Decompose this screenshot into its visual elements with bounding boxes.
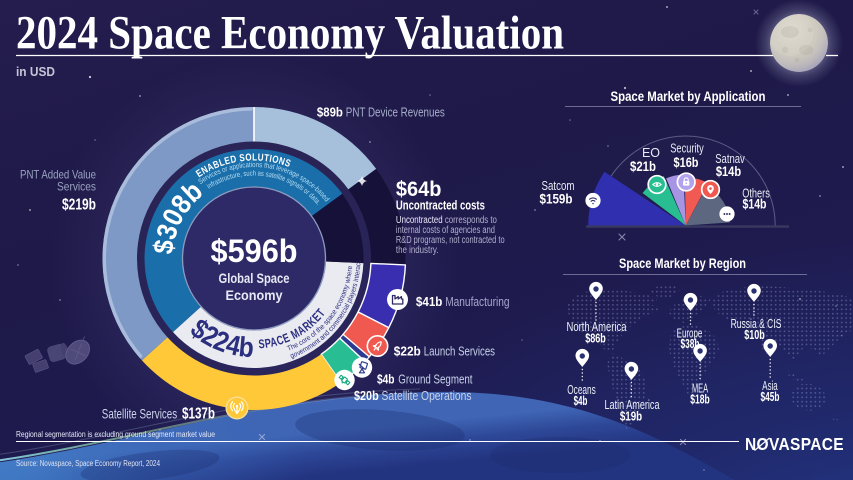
svg-text:Russia & CIS: Russia & CIS	[731, 317, 782, 331]
svg-text:Global Space: Global Space	[219, 270, 290, 286]
svg-text:Manufacturing: Manufacturing	[445, 295, 509, 309]
svg-text:$19b: $19b	[620, 409, 642, 424]
svg-text:$18b: $18b	[690, 392, 710, 407]
svg-text:Space Market by Region: Space Market by Region	[619, 255, 746, 271]
svg-text:Satnav: Satnav	[715, 152, 745, 166]
svg-text:Oceans: Oceans	[567, 383, 596, 397]
svg-text:Space Market by Application: Space Market by Application	[611, 88, 766, 104]
svg-text:$596b: $596b	[211, 233, 298, 269]
svg-text:$41b: $41b	[416, 294, 443, 309]
svg-text:Satellite Operations: Satellite Operations	[382, 389, 472, 403]
svg-text:Uncontracted corresponds to: Uncontracted corresponds to	[396, 215, 497, 226]
svg-text:$219b: $219b	[62, 197, 96, 214]
svg-text:Latin America: Latin America	[605, 398, 660, 412]
svg-text:the industry.: the industry.	[396, 245, 439, 256]
svg-text:Satcom: Satcom	[542, 179, 575, 193]
svg-text:Satellite Services: Satellite Services	[102, 406, 177, 422]
svg-text:internal costs of agencies and: internal costs of agencies and	[396, 225, 495, 236]
svg-text:in USD: in USD	[16, 65, 55, 79]
svg-text:MEA: MEA	[692, 382, 708, 396]
svg-text:$159b: $159b	[540, 191, 573, 207]
svg-text:Uncontracted costs: Uncontracted costs	[396, 198, 485, 213]
svg-text:$45b: $45b	[761, 389, 780, 404]
svg-text:$14b: $14b	[716, 163, 741, 179]
svg-text:Asia: Asia	[762, 379, 777, 393]
svg-text:North America: North America	[567, 320, 627, 334]
svg-text:Services: Services	[57, 180, 96, 194]
svg-text:Economy: Economy	[226, 287, 283, 303]
svg-text:Regional segmentation is exclu: Regional segmentation is excluding groun…	[16, 429, 215, 439]
svg-text:$89b: $89b	[317, 105, 343, 120]
svg-text:Security: Security	[670, 142, 704, 156]
svg-text:2024 Space Economy Valuation: 2024 Space Economy Valuation	[16, 7, 564, 60]
svg-text:Europe: Europe	[677, 327, 703, 341]
svg-text:Others: Others	[742, 186, 770, 200]
svg-text:Source: Novaspace, Space Econo: Source: Novaspace, Space Economy Report,…	[16, 458, 160, 468]
svg-text:$64b: $64b	[396, 177, 442, 201]
svg-text:NOVASPACE: NOVASPACE	[745, 434, 844, 454]
svg-text:R&D programs, not contracted t: R&D programs, not contracted to	[396, 235, 505, 246]
svg-text:EO: EO	[642, 146, 660, 160]
svg-text:$22b: $22b	[394, 344, 421, 359]
svg-text:$4b: $4b	[574, 393, 588, 408]
svg-text:PNT Added Value: PNT Added Value	[20, 168, 96, 182]
svg-text:$4b: $4b	[377, 372, 395, 387]
svg-text:$10b: $10b	[744, 327, 765, 342]
svg-text:$137b: $137b	[182, 406, 215, 423]
svg-text:$86b: $86b	[585, 331, 606, 346]
svg-text:Launch Services: Launch Services	[424, 345, 495, 359]
svg-text:$16b: $16b	[674, 154, 699, 170]
svg-text:Ground Segment: Ground Segment	[398, 373, 473, 387]
svg-text:$20b: $20b	[354, 388, 379, 403]
svg-text:$14b: $14b	[743, 196, 767, 212]
svg-text:PNT Device Revenues: PNT Device Revenues	[346, 106, 445, 120]
svg-text:$21b: $21b	[630, 158, 656, 174]
